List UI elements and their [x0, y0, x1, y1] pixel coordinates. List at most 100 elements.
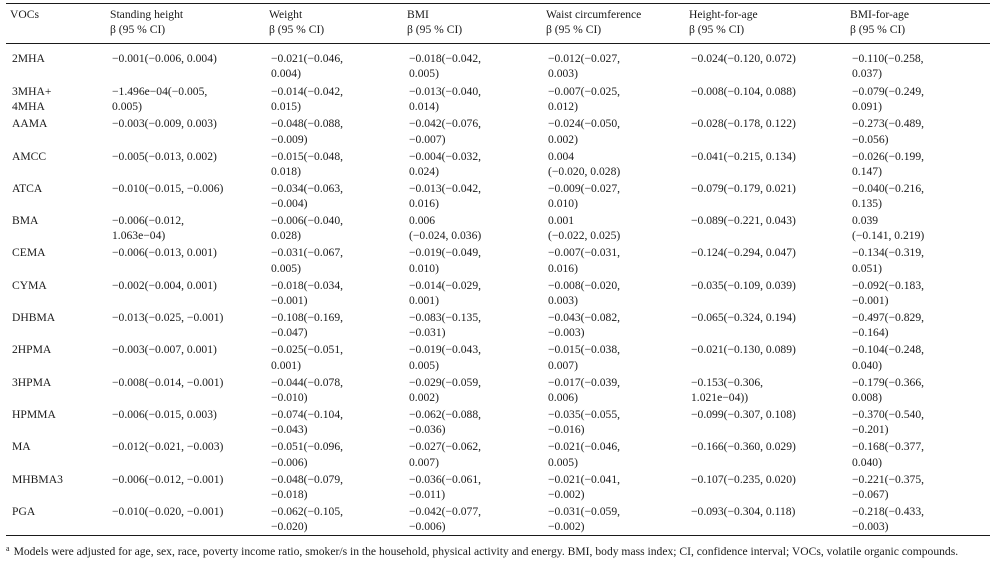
estimate-line: 0.002) — [548, 132, 578, 146]
estimate-cell: −0.001(−0.006, 0.004) — [106, 43, 265, 84]
estimate-line: −0.003) — [852, 520, 889, 534]
estimate-line: 1.021e−04)) — [691, 390, 749, 404]
estimate-cell: −0.040(−0.216, 0.135) — [846, 181, 990, 213]
estimate-line: −0.065(−0.324, 0.194) — [691, 311, 796, 325]
estimate-line: −0.021(−0.046, — [548, 440, 621, 454]
estimate-line: −0.007(−0.031, — [548, 246, 621, 260]
estimate-line: −0.019(−0.049, — [409, 246, 482, 260]
estimate-cell: −0.006(−0.012, 1.063e−04) — [106, 213, 265, 245]
estimate-line: 0.040) — [852, 455, 882, 469]
estimate-line: −0.018(−0.034, — [271, 278, 344, 292]
estimate-line: −0.004(−0.032, — [409, 149, 482, 163]
estimate-line: −0.010) — [271, 390, 308, 404]
estimate-line: −0.089(−0.221, 0.043) — [691, 214, 796, 228]
estimate-cell: −0.083(−0.135, −0.031) — [403, 310, 542, 342]
voc-name-cell: ATCA — [12, 181, 43, 195]
estimate-line: −0.021(−0.041, — [548, 472, 621, 486]
column-header-title: Height-for-age — [689, 8, 758, 21]
estimate-line: −0.048(−0.079, — [271, 472, 344, 486]
voc-name-cell: BMA — [12, 214, 39, 228]
column-header: BMI-for-age β (95 % CI) — [846, 7, 990, 43]
estimate-cell: −0.021(−0.041, −0.002) — [542, 472, 685, 504]
estimate-line: 0.006 — [409, 214, 436, 228]
estimate-cell: −0.035(−0.055, −0.016) — [542, 407, 685, 439]
estimate-line: 0.005) — [112, 100, 142, 114]
estimate-cell: −0.124(−0.294, 0.047) — [685, 245, 846, 277]
estimate-cell: −0.110(−0.258, 0.037) — [846, 43, 990, 84]
estimate-line: −0.004) — [271, 197, 308, 211]
table-row: 2MHA −0.001(−0.006, 0.004) −0.021(−0.046, 0… — [6, 43, 990, 84]
estimate-line: −0.044(−0.078, — [271, 375, 344, 389]
estimate-line: −0.009(−0.027, — [548, 181, 621, 195]
estimate-line: (−0.022, 0.025) — [548, 229, 621, 243]
estimate-line: −0.015(−0.048, — [271, 149, 344, 163]
estimate-cell: −0.134(−0.319, 0.051) — [846, 245, 990, 277]
voc-name-cell: 2MHA — [12, 52, 45, 65]
estimate-line: −0.079(−0.179, 0.021) — [691, 181, 796, 195]
estimate-cell: −0.015(−0.048, 0.018) — [265, 149, 403, 181]
estimate-cell: −0.042(−0.076, −0.007) — [403, 116, 542, 148]
estimate-line: −0.166(−0.360, 0.029) — [691, 440, 796, 454]
estimate-line: −0.042(−0.076, — [409, 117, 482, 131]
column-header-subtitle: β (95 % CI) — [546, 23, 602, 37]
estimate-line: 0.051) — [852, 261, 882, 275]
estimate-cell: −0.012(−0.027, 0.003) — [542, 43, 685, 84]
estimate-cell: −0.031(−0.059, −0.002) — [542, 504, 685, 536]
estimate-line: 0.012) — [548, 100, 578, 114]
estimate-cell: −0.029(−0.059, 0.002) — [403, 375, 542, 407]
estimate-cell: −0.006(−0.013, 0.001) — [106, 245, 265, 277]
estimate-line: 0.028) — [271, 229, 301, 243]
estimate-cell: −0.006(−0.015, 0.003) — [106, 407, 265, 439]
estimate-line: −0.041(−0.215, 0.134) — [691, 149, 796, 163]
estimate-cell: −0.179(−0.366, 0.008) — [846, 375, 990, 407]
estimate-cell: −0.019(−0.049, 0.010) — [403, 245, 542, 277]
estimate-cell: −0.024(−0.120, 0.072) — [685, 43, 846, 84]
estimate-line: −0.009) — [271, 132, 308, 146]
estimate-cell: −0.012(−0.021, −0.003) — [106, 439, 265, 471]
column-header: Height-for-age β (95 % CI) — [685, 7, 846, 43]
voc-name-cell: MHBMA3 — [12, 472, 63, 486]
estimate-line: −1.496e−04(−0.005, — [112, 85, 208, 98]
estimate-line: −0.079(−0.249, — [852, 85, 925, 98]
estimate-cell: −0.008(−0.020, 0.003) — [542, 278, 685, 310]
estimate-line: −0.134(−0.319, — [852, 246, 925, 260]
estimate-cell: −0.044(−0.078, −0.010) — [265, 375, 403, 407]
estimate-line: −0.029(−0.059, — [409, 375, 482, 389]
estimate-line: −0.024(−0.050, — [548, 117, 621, 131]
footnote-marker: a — [6, 544, 10, 553]
estimate-line: −0.003) — [548, 326, 585, 340]
estimate-line: 0.091) — [852, 100, 882, 114]
estimate-line: 0.040) — [852, 358, 882, 372]
estimate-cell: −0.104(−0.248, 0.040) — [846, 342, 990, 374]
estimate-line: −0.083(−0.135, — [409, 311, 482, 325]
column-header-title: Waist circumference — [546, 8, 642, 21]
estimate-line: 0.005) — [409, 67, 439, 81]
estimate-cell: −1.496e−04(−0.005, 0.005) — [106, 84, 265, 116]
estimate-cell: −0.089(−0.221, 0.043) — [685, 213, 846, 245]
estimate-line: 0.001 — [548, 214, 575, 228]
estimate-line: 0.003) — [548, 294, 578, 308]
estimate-cell: −0.074(−0.104, −0.043) — [265, 407, 403, 439]
table-row: 3MHA+ 4MHA −1.496e−04(−0.005, 0.005) −0.014… — [6, 84, 990, 116]
estimate-cell: 0.006 (−0.024, 0.036) — [403, 213, 542, 245]
estimate-cell: −0.018(−0.042, 0.005) — [403, 43, 542, 84]
estimate-line: −0.019(−0.043, — [409, 343, 482, 357]
estimate-cell: −0.005(−0.013, 0.002) — [106, 149, 265, 181]
estimate-cell: −0.017(−0.039, 0.006) — [542, 375, 685, 407]
estimate-line: −0.024(−0.120, 0.072) — [691, 52, 796, 65]
estimate-cell: −0.004(−0.032, 0.024) — [403, 149, 542, 181]
estimate-line: 1.063e−04) — [112, 229, 166, 243]
column-header-subtitle: β (95 % CI) — [269, 23, 325, 37]
estimate-cell: −0.497(−0.829, −0.164) — [846, 310, 990, 342]
footnote-text: Models were adjusted for age, sex, race,… — [13, 545, 959, 558]
estimate-line: −0.027(−0.062, — [409, 440, 482, 454]
table-row: MA −0.012(−0.021, −0.003) −0.051(−0.096, −0… — [6, 439, 990, 471]
estimate-line: −0.005(−0.013, 0.002) — [112, 149, 217, 163]
estimate-line: −0.021(−0.130, 0.089) — [691, 343, 796, 357]
estimate-line: −0.062(−0.105, — [271, 504, 344, 518]
estimate-line: −0.014(−0.042, — [271, 85, 344, 98]
estimate-cell: −0.062(−0.105, −0.020) — [265, 504, 403, 536]
estimate-cell: −0.221(−0.375, −0.067) — [846, 472, 990, 504]
column-header-subtitle: β (95 % CI) — [407, 23, 463, 37]
table-row: MHBMA3 −0.006(−0.012, −0.001) −0.048(−0.07… — [6, 472, 990, 504]
